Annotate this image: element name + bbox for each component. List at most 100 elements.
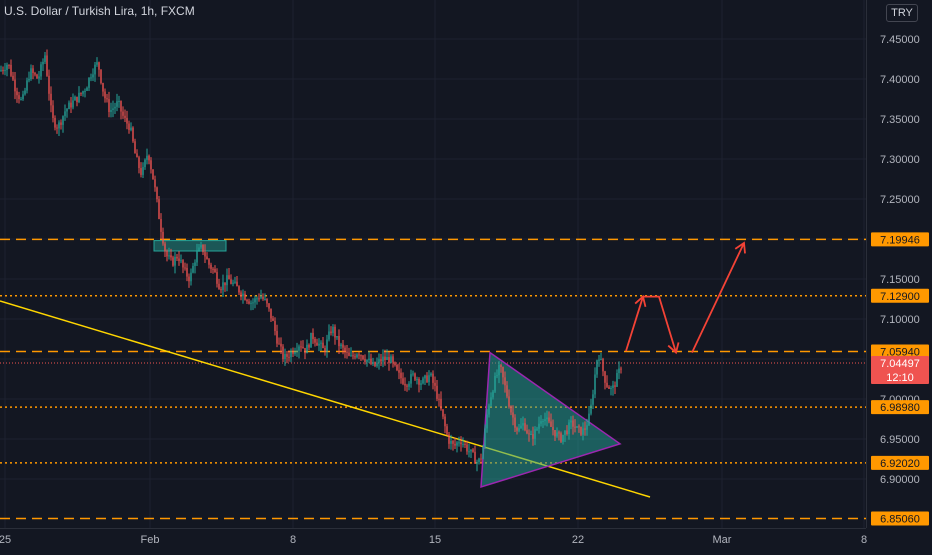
candle-body <box>408 383 410 387</box>
candle-body <box>594 374 596 395</box>
candle-body <box>432 373 434 383</box>
candle-body <box>36 74 38 79</box>
candle-body <box>392 356 394 363</box>
candle-body <box>102 83 104 92</box>
candle-body <box>238 286 240 293</box>
candle-body <box>418 378 420 385</box>
candle-body <box>2 70 4 72</box>
candle-body <box>4 70 6 72</box>
candle-body <box>274 320 276 332</box>
candle-body <box>452 440 454 444</box>
candle-body <box>194 262 196 266</box>
candle-body <box>556 432 558 437</box>
candle-body <box>244 293 246 300</box>
candle-body <box>250 302 252 304</box>
candle-body <box>224 282 226 286</box>
candle-body <box>166 251 168 257</box>
candle-body <box>152 169 154 180</box>
candle-body <box>326 339 328 352</box>
candle-body <box>374 362 376 367</box>
candle-body <box>146 155 148 160</box>
candle-body <box>52 105 54 118</box>
candle-body <box>230 279 232 284</box>
candle-body <box>526 430 528 434</box>
candle-body <box>182 260 184 268</box>
level-label: 7.12900 <box>880 291 920 303</box>
candle-body <box>338 336 340 347</box>
candle-body <box>554 430 556 437</box>
candle-body <box>96 62 98 65</box>
candle-body <box>570 420 572 423</box>
candle-body <box>292 351 294 354</box>
candle-body <box>256 298 258 300</box>
candle-body <box>502 367 504 378</box>
candle-body <box>110 110 112 112</box>
candle-body <box>200 244 202 248</box>
candle-body <box>208 259 210 265</box>
candle-body <box>468 451 470 453</box>
candle-body <box>410 374 412 384</box>
candle-body <box>6 64 8 71</box>
candle-body <box>506 385 508 397</box>
candle-body <box>78 92 80 103</box>
candle-body <box>138 157 140 169</box>
grid <box>0 0 866 528</box>
candle-body <box>446 426 448 435</box>
candle-body <box>162 231 164 244</box>
candle-body <box>540 421 542 424</box>
candle-body <box>176 256 178 259</box>
candle-body <box>330 331 332 334</box>
y-tick-label: 7.40000 <box>880 74 920 86</box>
candle-body <box>420 383 422 385</box>
candle-body <box>318 343 320 346</box>
y-tick-label: 7.45000 <box>880 34 920 46</box>
level-label: 6.85060 <box>880 514 920 526</box>
candle-body <box>334 326 336 338</box>
candle-body <box>82 91 84 94</box>
candle-body <box>124 115 126 118</box>
candle-body <box>168 255 170 257</box>
candle-body <box>552 426 554 431</box>
candle-body <box>476 461 478 464</box>
candle-body <box>332 326 334 334</box>
candle-body <box>68 102 70 110</box>
candle-body <box>378 359 380 363</box>
candle-body <box>508 396 510 407</box>
candle-body <box>254 298 256 303</box>
candle-body <box>590 404 592 414</box>
candle-body <box>148 155 150 161</box>
candle-body <box>136 153 138 158</box>
candle-body <box>100 69 102 84</box>
candle-body <box>258 298 260 300</box>
candle-body <box>188 276 190 282</box>
candle-body <box>388 357 390 363</box>
candle-body <box>560 433 562 442</box>
candle-body <box>30 68 32 80</box>
candle-body <box>534 429 536 439</box>
x-tick-label: 15 <box>429 534 441 546</box>
symbol-badge[interactable]: TRY <box>886 4 918 22</box>
candle-body <box>538 423 540 429</box>
candle-body <box>512 412 514 418</box>
candle-body <box>98 62 100 70</box>
candle-body <box>404 383 406 386</box>
candle-body <box>346 351 348 353</box>
candle-body <box>604 371 606 383</box>
candle-body <box>108 99 110 112</box>
candle-body <box>514 417 516 428</box>
candle-body <box>372 362 374 364</box>
candle-body <box>484 428 486 448</box>
candle-body <box>364 359 366 362</box>
candle-body <box>324 348 326 352</box>
y-tick-label: 7.35000 <box>880 114 920 126</box>
candle-body <box>48 75 50 94</box>
candle-body <box>212 268 214 270</box>
candle-body <box>0 70 2 72</box>
x-tick-label: 22 <box>572 534 584 546</box>
candle-body <box>116 101 118 107</box>
x-tick-label: 8 <box>290 534 296 546</box>
candle-body <box>86 87 88 91</box>
candle-body <box>278 343 280 345</box>
candle-body <box>500 364 502 368</box>
